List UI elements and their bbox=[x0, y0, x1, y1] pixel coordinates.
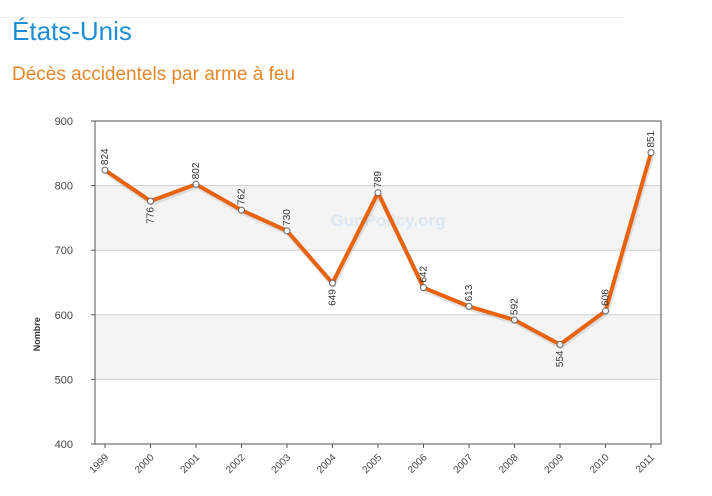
x-tick-label: 2008 bbox=[497, 452, 521, 476]
data-label: 762 bbox=[237, 188, 248, 205]
data-point bbox=[147, 197, 154, 205]
data-label: 824 bbox=[100, 148, 111, 165]
data-point bbox=[283, 227, 291, 235]
data-point bbox=[238, 206, 245, 214]
data-point bbox=[465, 302, 473, 310]
data-label: 802 bbox=[191, 162, 202, 179]
data-label: 592 bbox=[510, 298, 521, 315]
x-tick-label: 2005 bbox=[361, 452, 385, 476]
data-label: 730 bbox=[282, 209, 293, 226]
data-point bbox=[647, 149, 655, 157]
y-tick-label: 800 bbox=[55, 181, 73, 193]
chart-gridlines bbox=[95, 120, 661, 445]
page-title: États-Unis bbox=[12, 16, 132, 46]
data-labels: 824 776 802 762 730 649 789 642 613 592 554 606 851 bbox=[100, 131, 657, 368]
x-tick-label: 2006 bbox=[406, 452, 430, 476]
watermark: GunPolicy.org bbox=[331, 211, 446, 230]
data-label: 613 bbox=[464, 284, 475, 301]
grid-band bbox=[95, 314, 661, 380]
data-point bbox=[511, 316, 518, 324]
data-label: 789 bbox=[373, 171, 384, 188]
data-label: 851 bbox=[646, 131, 657, 148]
y-tick-label: 600 bbox=[55, 310, 73, 322]
x-tick-label: 2003 bbox=[270, 452, 294, 476]
x-tick-label: 2010 bbox=[588, 452, 612, 476]
y-tick-label: 400 bbox=[55, 439, 73, 451]
x-tick-label: 2007 bbox=[452, 452, 476, 476]
data-point bbox=[420, 284, 427, 292]
data-label: 606 bbox=[601, 289, 612, 306]
y-axis: 400 500 600 700 800 900 bbox=[55, 116, 95, 451]
x-tick-label: 2000 bbox=[133, 452, 157, 476]
plot-frame bbox=[94, 120, 662, 445]
data-point bbox=[602, 307, 609, 315]
x-tick-label: 2011 bbox=[634, 452, 657, 475]
data-points bbox=[101, 149, 655, 349]
data-point bbox=[374, 189, 382, 197]
y-tick-label: 700 bbox=[55, 245, 73, 257]
y-tick-label: 900 bbox=[55, 116, 73, 128]
x-axis: 1999 2000 2001 2002 2003 2004 2005 2006 2007 2008… bbox=[88, 444, 657, 476]
data-point bbox=[101, 166, 109, 174]
x-tick-label: 2009 bbox=[543, 452, 567, 476]
y-axis-label: Nombre bbox=[32, 317, 42, 351]
x-tick-label: 2004 bbox=[315, 452, 339, 476]
x-tick-label: 1999 bbox=[88, 452, 112, 476]
data-point bbox=[556, 341, 564, 349]
data-label: 649 bbox=[328, 289, 339, 306]
x-tick-label: 2001 bbox=[179, 452, 203, 476]
data-label: 554 bbox=[555, 350, 566, 367]
data-point bbox=[329, 279, 336, 287]
data-label: 776 bbox=[146, 207, 157, 224]
chart-title: Décès accidentels par arme à feu bbox=[12, 64, 296, 85]
data-point bbox=[192, 180, 200, 188]
x-tick-label: 2002 bbox=[224, 452, 248, 476]
header-rule bbox=[0, 0, 624, 18]
data-label: 642 bbox=[419, 266, 430, 283]
y-tick-label: 500 bbox=[55, 374, 73, 386]
